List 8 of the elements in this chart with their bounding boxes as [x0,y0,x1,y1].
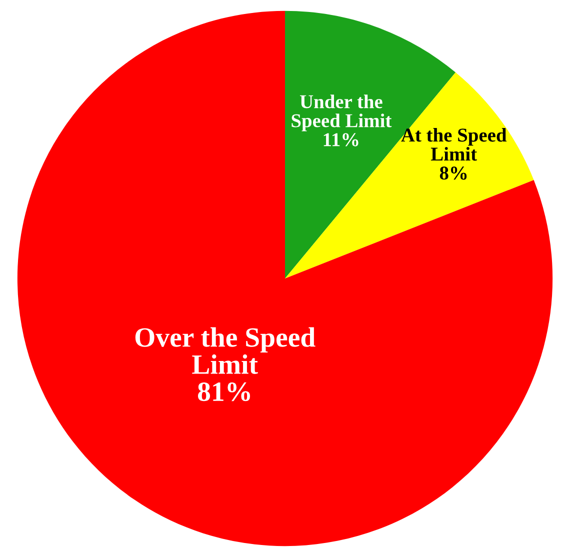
data-label: 11% [324,133,358,146]
slice-label: Over the Speed Limit [135,327,316,374]
data-label: 8% [440,166,467,180]
pie-slice [17,10,553,546]
data-label: 81% [198,382,250,402]
slice-label: At the Speed Limit [401,128,507,161]
slice-label: Under the Speed Limit [292,94,392,132]
pie-slice [285,72,534,278]
